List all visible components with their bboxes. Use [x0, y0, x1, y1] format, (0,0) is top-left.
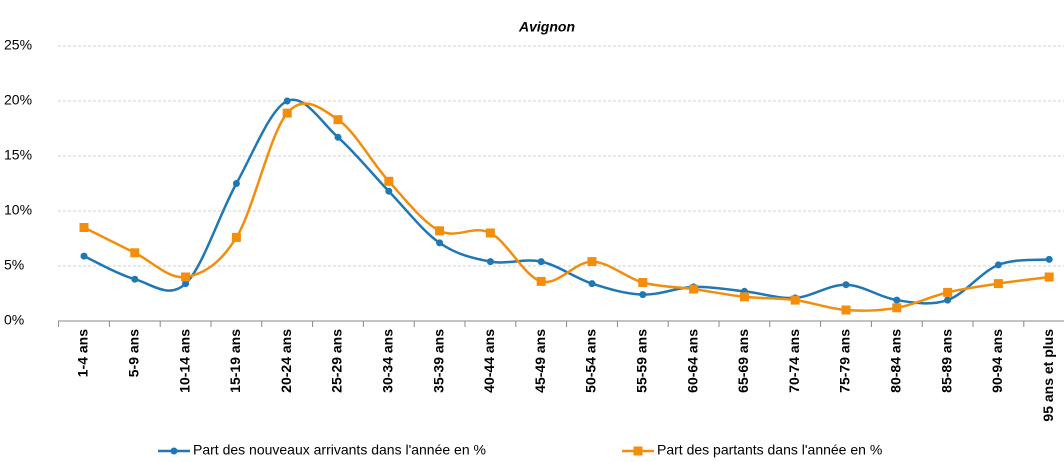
y-tick-label: 0%	[4, 312, 24, 328]
point	[639, 291, 647, 299]
point	[333, 115, 343, 125]
x-tick-label: 30-34 ans	[380, 329, 396, 393]
legend-label: Part des partants dans l'année en %	[657, 442, 882, 458]
x-tick-label: 80-84 ans	[888, 329, 904, 393]
point	[587, 257, 597, 267]
point	[131, 275, 139, 283]
series-line	[83, 102, 1050, 312]
x-tick-label: 35-39 ans	[430, 329, 446, 393]
point	[993, 279, 1003, 289]
point	[1045, 255, 1053, 263]
y-tick-label: 5%	[4, 257, 24, 273]
point	[790, 295, 800, 305]
point	[79, 223, 89, 232]
x-tick-label: 90-94 ans	[989, 329, 1005, 393]
point	[436, 239, 444, 247]
x-tick-label: 85-89 ans	[938, 329, 954, 393]
x-tick-label: 65-69 ans	[735, 329, 751, 393]
point	[80, 252, 88, 260]
x-tick-label: 20-24 ans	[278, 329, 294, 393]
point	[182, 280, 190, 288]
legend-label: Part des nouveaux arrivants dans l'année…	[193, 442, 486, 458]
chart-title: Avignon	[518, 19, 575, 35]
point	[841, 305, 851, 315]
x-tick-label: 1-4 ans	[75, 329, 91, 377]
point	[893, 296, 901, 304]
x-tick-label: 75-79 ans	[837, 329, 853, 393]
y-tick-label: 20%	[4, 92, 32, 108]
point	[232, 180, 240, 187]
point	[537, 258, 545, 266]
point	[283, 97, 291, 105]
point	[231, 232, 241, 242]
point	[334, 133, 342, 141]
point	[130, 248, 140, 258]
x-tick-label: 70-74 ans	[786, 329, 802, 393]
x-tick-label: 45-49 ans	[532, 329, 548, 393]
point	[842, 281, 850, 289]
x-tick-label: 5-9 ans	[126, 329, 142, 377]
point	[689, 284, 699, 294]
x-tick-label: 95 ans et plus	[1040, 329, 1056, 422]
point	[435, 226, 445, 236]
legend-marker	[633, 446, 643, 456]
x-tick-label: 50-54 ans	[583, 329, 599, 393]
y-tick-label: 25%	[4, 37, 32, 53]
x-tick-label: 55-59 ans	[634, 329, 650, 393]
point	[1044, 272, 1054, 282]
point	[739, 292, 749, 302]
y-tick-label: 10%	[4, 202, 32, 218]
point	[486, 258, 494, 266]
point	[943, 287, 953, 297]
point	[944, 296, 952, 304]
x-tick-label: 60-64 ans	[684, 329, 700, 393]
point	[385, 187, 393, 195]
point	[892, 303, 902, 313]
point	[536, 276, 546, 286]
legend-marker	[170, 447, 178, 455]
x-tick-label: 15-19 ans	[227, 329, 243, 393]
x-tick-label: 25-29 ans	[329, 329, 345, 393]
point	[181, 272, 191, 282]
point	[384, 176, 394, 186]
x-tick-label: 40-44 ans	[481, 329, 497, 393]
point	[638, 278, 648, 287]
x-tick-label: 10-14 ans	[176, 329, 192, 393]
point	[485, 228, 495, 238]
point	[282, 108, 292, 118]
point	[994, 261, 1002, 269]
y-tick-label: 15%	[4, 147, 32, 163]
point	[588, 280, 596, 288]
